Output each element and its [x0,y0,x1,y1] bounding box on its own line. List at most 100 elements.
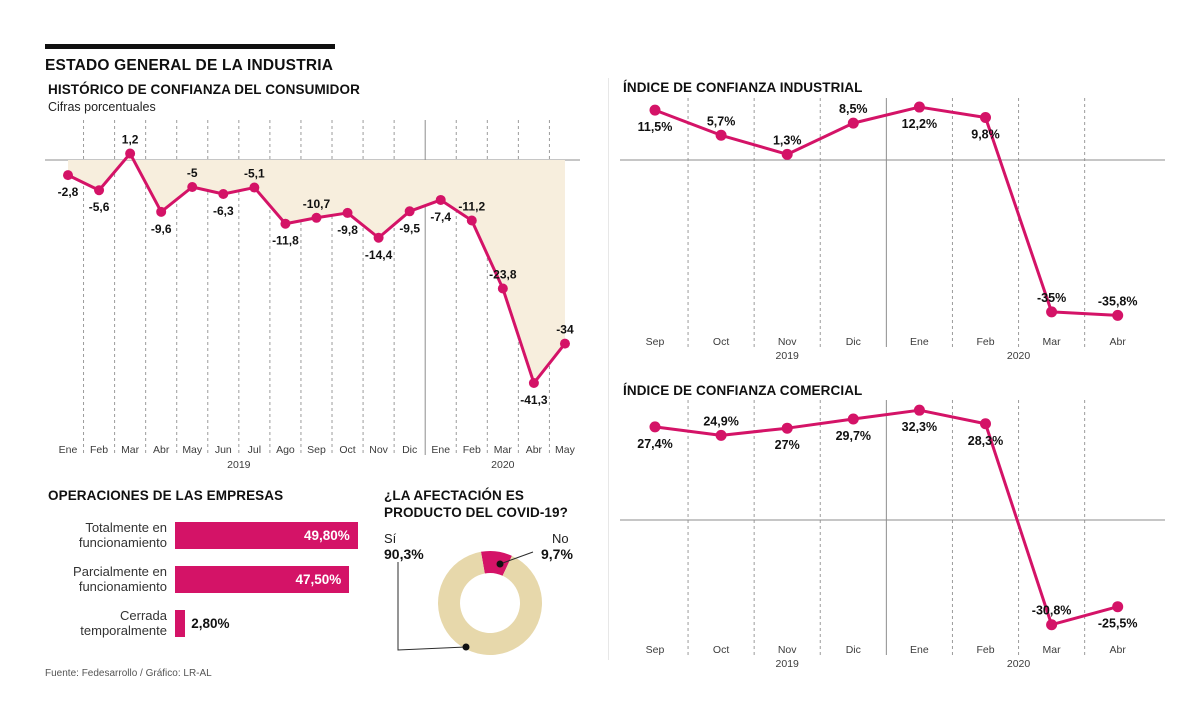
month-label: Sep [307,444,326,456]
no-marker-dot [496,560,504,568]
value-label: -25,5% [1098,617,1138,631]
page-title: ESTADO GENERAL DE LA INDUSTRIA [45,57,334,74]
si-marker-dot [462,643,470,651]
data-point [218,189,229,200]
value-label: -9,6 [151,222,172,236]
source-credit: Fuente: Fedesarrollo / Gráfico: LR-AL [45,668,212,679]
comercial-chart-title: ÍNDICE DE CONFIANZA COMERCIAL [623,383,863,398]
year-label: 2020 [1007,350,1031,362]
data-point [311,212,322,223]
value-label: 8,5% [839,102,868,116]
data-point [649,421,661,433]
data-point [373,232,384,243]
month-label: Feb [463,444,481,456]
donut-slice-no [480,550,512,576]
data-point [94,185,105,196]
comercial-confidence-line-chart: 27,4% 24,9% 27% 29,7% 32,3% 28,3% -30,8% -25,5%… [620,400,1165,670]
data-point [781,148,793,160]
data-point [1046,619,1058,631]
operations-chart-title: OPERACIONES DE LAS EMPRESAS [48,488,284,503]
bar-row: Totalmente en funcionamiento 49,80% [45,520,390,551]
month-label: Abr [1110,644,1127,656]
year-label: 2020 [491,459,515,471]
year-label: 2019 [776,350,800,362]
data-point [649,104,661,116]
value-label: -35% [1037,291,1066,305]
data-point [435,194,446,205]
value-label: -9,8 [337,223,358,237]
value-label: 29,7% [836,429,871,443]
value-label: 5,7% [707,114,736,128]
data-point [125,148,136,159]
bar [175,610,186,638]
year-label: 2019 [776,658,800,670]
value-label: -34 [556,323,574,337]
value-label: 27% [775,438,800,452]
column-divider [608,78,609,660]
data-point [497,283,508,294]
data-point [847,117,859,129]
no-leader-line [499,551,534,565]
value-label: -6,3 [213,204,234,218]
month-label: Mar [121,444,140,456]
month-label: Abr [153,444,170,456]
donut-no-label: No [552,531,569,546]
data-point [156,206,167,217]
bar-track: 49,80% [175,522,390,550]
value-label: 28,3% [968,434,1003,448]
data-point [63,170,73,181]
value-label: -35,8% [1098,294,1138,308]
data-point [980,111,991,123]
month-label: Oct [339,444,355,456]
data-point [528,378,539,389]
month-label: Jul [248,444,261,456]
covid-donut-chart [397,550,543,655]
bar-value-label: 47,50% [295,572,342,588]
month-label: Jun [215,444,232,456]
value-label: -41,3 [520,393,548,407]
bar: 47,50% [175,566,350,594]
bar-row: Parcialmente en funcionamiento 47,50% [45,564,390,595]
bar-category-label: Totalmente en funcionamiento [78,520,167,550]
month-label: Abr [526,444,543,456]
bar-track: 47,50% [175,566,390,594]
data-point [781,422,793,434]
month-label: Ene [431,444,450,456]
month-label: Mar [1043,644,1062,656]
bar: 49,80% [175,522,358,550]
month-label: Mar [1043,336,1062,348]
value-label: 11,5% [638,120,673,134]
month-label: Ene [59,444,78,456]
month-label: Nov [778,336,797,348]
month-label: Sep [646,336,665,348]
month-label: Dic [402,444,417,456]
operations-bar-chart: Totalmente en funcionamiento 49,80% Parcia… [45,520,390,653]
data-line [653,408,1120,627]
month-label: Mar [494,444,513,456]
data-point [559,338,570,349]
month-label: Sep [646,644,665,656]
data-point [1112,309,1124,321]
year-label: 2020 [1007,658,1031,670]
covid-chart-title: ¿LA AFECTACIÓN ES PRODUCTO DEL COVID-19? [384,488,568,520]
donut-slice-si [438,551,543,655]
consumer-chart-subtitle: Cifras porcentuales [48,100,156,114]
data-point [280,218,291,229]
value-label: 32,3% [902,420,937,434]
data-point [913,101,925,113]
value-label: -5,1 [244,167,265,181]
month-label: Dic [846,644,861,656]
value-label: -11,8 [272,234,299,248]
month-label: Ene [910,644,929,656]
data-point [980,418,991,430]
value-label: 9,8% [971,127,1000,141]
data-point [249,182,260,193]
data-line [653,105,1120,317]
value-label: -14,4 [365,248,393,262]
month-label: May [555,444,576,456]
bar-category-label: Cerrada temporalmente [80,607,167,638]
donut-si-value: 90,3% [384,546,424,562]
si-leader-line [397,562,467,651]
month-label: Oct [713,336,729,348]
value-label: -5 [187,166,198,180]
